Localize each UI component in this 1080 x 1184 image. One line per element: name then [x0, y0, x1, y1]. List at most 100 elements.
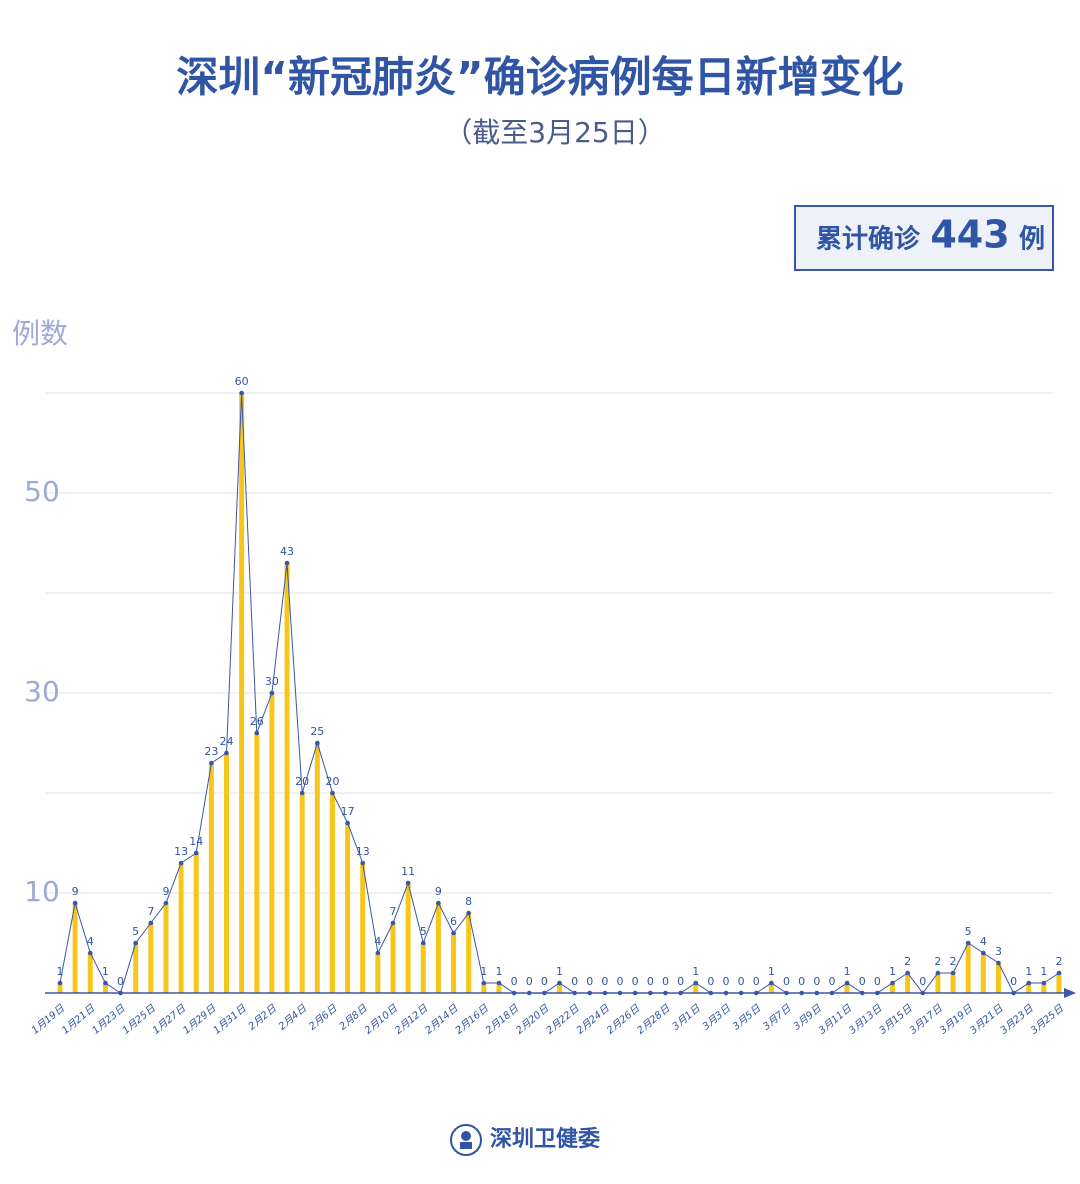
point	[511, 990, 517, 996]
bar	[375, 953, 381, 993]
chart-title: 深圳“新冠肺炎”确诊病例每日新增变化	[176, 53, 903, 102]
point	[859, 990, 865, 996]
point	[557, 980, 562, 986]
value-label: 14	[189, 835, 203, 848]
bar	[314, 743, 320, 993]
value-label: 0	[1010, 975, 1017, 988]
value-label: 1	[1025, 965, 1032, 978]
point	[965, 940, 971, 946]
total-box	[794, 205, 1054, 271]
bar	[844, 983, 850, 993]
bar	[905, 973, 911, 993]
point	[905, 970, 910, 976]
bar	[87, 953, 93, 993]
point	[209, 760, 214, 766]
y-axis-label: 例数	[12, 317, 68, 350]
bar	[360, 863, 366, 993]
value-label: 6	[450, 915, 457, 928]
bar	[148, 923, 154, 993]
point	[103, 980, 108, 986]
value-label: 1	[102, 965, 109, 978]
bar	[72, 903, 78, 993]
bar	[1056, 973, 1062, 993]
value-label: 0	[919, 975, 926, 988]
bar	[193, 853, 199, 993]
point	[753, 990, 759, 996]
point	[829, 990, 835, 996]
point	[193, 850, 199, 856]
bar	[466, 913, 472, 993]
value-label: 2	[934, 955, 941, 968]
bar	[435, 903, 441, 993]
bar	[224, 753, 229, 993]
value-label: 17	[341, 805, 355, 818]
point	[239, 390, 244, 396]
point	[315, 740, 320, 746]
value-label: 5	[132, 925, 139, 938]
value-label: 0	[874, 975, 881, 988]
bar	[299, 793, 305, 993]
value-label: 0	[571, 975, 578, 988]
value-label: 13	[174, 845, 188, 858]
value-label: 20	[325, 775, 339, 788]
bar	[950, 973, 956, 993]
value-label: 23	[204, 745, 218, 758]
point	[875, 990, 880, 996]
bar	[133, 943, 139, 993]
value-label: 4	[374, 935, 381, 948]
footer-logo	[450, 1124, 482, 1156]
point	[632, 990, 638, 996]
point	[299, 790, 305, 796]
value-label: 43	[280, 545, 294, 558]
value-label: 0	[662, 975, 669, 988]
value-label: 0	[601, 975, 608, 988]
value-label: 0	[647, 975, 654, 988]
value-label: 5	[965, 925, 972, 938]
value-label: 1	[1040, 965, 1047, 978]
value-label: 3	[995, 945, 1002, 958]
point	[723, 990, 729, 996]
value-label: 26	[250, 715, 264, 728]
value-label: 60	[235, 375, 249, 388]
value-label: 0	[813, 975, 820, 988]
value-label: 1	[768, 965, 775, 978]
value-label: 5	[420, 925, 427, 938]
value-label: 0	[677, 975, 684, 988]
point	[178, 860, 184, 866]
total-unit: 例	[1019, 225, 1045, 255]
point	[224, 750, 229, 756]
x-tick-label: 2月4日	[277, 1003, 310, 1033]
point	[375, 950, 381, 956]
value-label: 11	[401, 865, 415, 878]
x-tick-label: 3月1日	[670, 1003, 703, 1033]
point	[769, 980, 774, 986]
value-label: 0	[753, 975, 760, 988]
point	[784, 990, 789, 996]
value-label: 2	[950, 955, 957, 968]
total-label: 累计确诊	[816, 224, 921, 255]
value-label: 9	[72, 885, 79, 898]
point	[844, 980, 850, 986]
footer-text: 深圳卫健委	[490, 1126, 600, 1152]
value-label: 0	[511, 975, 518, 988]
value-label: 20	[295, 775, 309, 788]
point	[996, 960, 1001, 966]
value-label: 0	[526, 975, 533, 988]
x-tick-label: 3月5日	[731, 1003, 764, 1033]
value-label: 9	[435, 885, 442, 898]
value-label: 24	[220, 735, 234, 748]
point	[133, 940, 138, 946]
value-label: 30	[265, 675, 279, 688]
bar	[239, 393, 245, 993]
x-tick-label: 3月3日	[701, 1003, 734, 1033]
point	[693, 980, 699, 986]
bar	[390, 923, 396, 993]
point	[254, 730, 260, 736]
point	[814, 990, 820, 996]
bar	[57, 983, 63, 993]
point	[284, 560, 290, 566]
bar	[420, 943, 426, 993]
value-label: 7	[147, 905, 154, 918]
bar	[163, 903, 169, 993]
